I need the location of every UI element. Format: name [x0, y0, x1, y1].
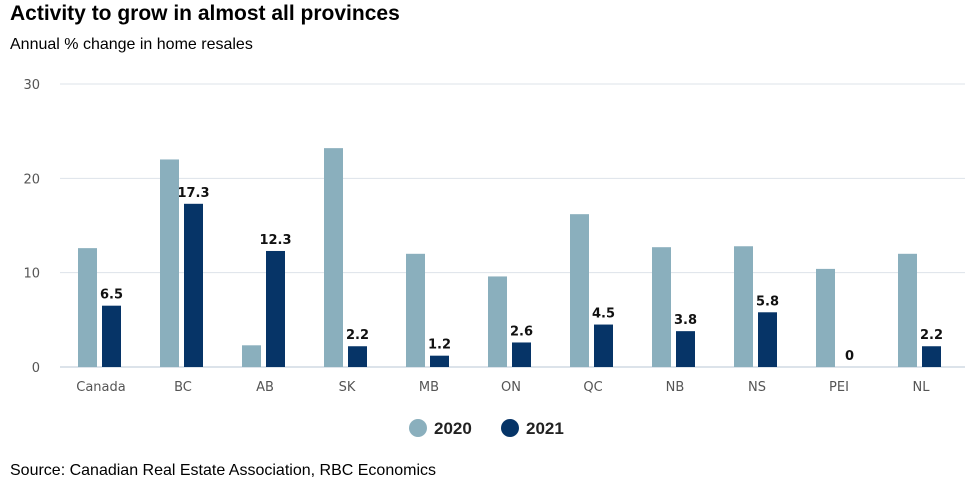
bar-2020-ab — [242, 345, 261, 367]
legend-label-2021[interactable]: 2021 — [526, 419, 564, 438]
bar-2021-mb — [430, 355, 449, 367]
y-tick-label: 20 — [23, 172, 40, 187]
bar-2021-bc — [184, 203, 203, 367]
bar-2020-pei — [816, 268, 835, 367]
data-labels: 6.5 17.3 12.3 2.2 1.2 2.6 4.5 3.8 5.8 0 2.2 — [100, 186, 943, 364]
bars — [78, 148, 941, 367]
data-label-bc: 17.3 — [177, 186, 209, 201]
x-tick-label: NL — [913, 380, 931, 395]
bar-2021-ab — [266, 250, 285, 367]
data-label-nb: 3.8 — [674, 313, 697, 328]
bar-2021-canada — [102, 305, 121, 367]
bar-2021-qc — [594, 324, 613, 367]
x-tick-label: Canada — [76, 380, 125, 395]
bar-2021-sk — [348, 346, 367, 367]
bar-2020-nb — [652, 247, 671, 367]
data-label-ab: 12.3 — [259, 233, 291, 248]
chart-title: Activity to grow in almost all provinces — [10, 2, 400, 25]
x-tick-label: QC — [583, 380, 602, 395]
data-label-canada: 6.5 — [100, 288, 123, 303]
data-label-ns: 5.8 — [756, 294, 779, 309]
data-label-mb: 1.2 — [428, 338, 451, 353]
data-label-sk: 2.2 — [346, 328, 369, 343]
x-tick-label: NS — [748, 380, 766, 395]
data-label-on: 2.6 — [510, 324, 533, 339]
x-tick-label: MB — [419, 380, 439, 395]
x-tick-label: PEI — [829, 380, 849, 395]
source-note: Source: Canadian Real Estate Association… — [10, 462, 436, 479]
bar-2021-ns — [758, 312, 777, 367]
data-label-nl: 2.2 — [920, 328, 943, 343]
x-tick-label: BC — [174, 380, 192, 395]
bar-2021-nb — [676, 331, 695, 367]
legend-marker-2020 — [409, 419, 427, 437]
legend-marker-2021 — [501, 419, 519, 437]
bar-2020-nl — [898, 253, 917, 367]
bar-2020-sk — [324, 148, 343, 367]
y-axis-ticks: 0 10 20 30 — [23, 78, 40, 376]
x-axis-ticks: Canada BC AB SK MB ON QC NB NS PEI NL — [76, 380, 930, 395]
bar-2021-nl — [922, 346, 941, 367]
bar-2020-mb — [406, 253, 425, 367]
data-label-qc: 4.5 — [592, 307, 615, 322]
data-label-pei: 0 — [845, 349, 854, 364]
y-tick-label: 10 — [23, 267, 40, 282]
legend-label-2020[interactable]: 2020 — [434, 419, 472, 438]
y-tick-label: 30 — [23, 78, 40, 93]
bar-2020-ns — [734, 246, 753, 367]
y-tick-label: 0 — [32, 361, 40, 376]
bar-2020-on — [488, 276, 507, 367]
x-tick-label: ON — [501, 380, 521, 395]
bar-2020-bc — [160, 159, 179, 367]
bar-2020-qc — [570, 214, 589, 367]
chart-subtitle: Annual % change in home resales — [10, 36, 253, 53]
legend[interactable]: 2020 2021 — [409, 419, 564, 438]
x-tick-label: AB — [256, 380, 274, 395]
bar-2021-on — [512, 342, 531, 367]
x-tick-label: NB — [666, 380, 685, 395]
bar-2020-canada — [78, 248, 97, 367]
x-tick-label: SK — [339, 380, 356, 395]
